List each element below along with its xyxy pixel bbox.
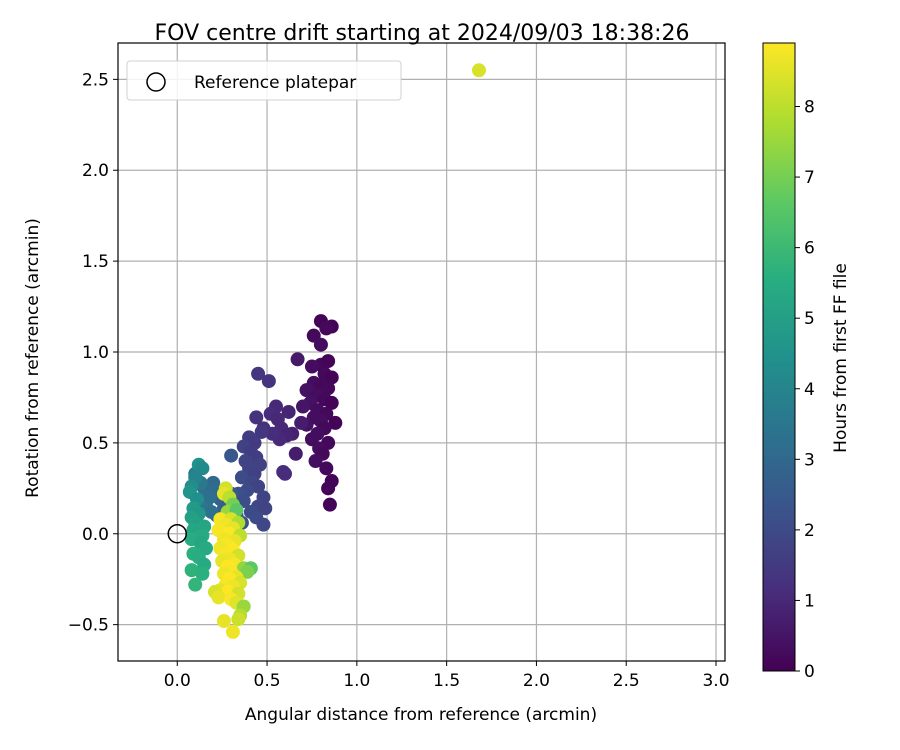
x-tick-label: 0.5 <box>254 671 281 691</box>
legend-reference-marker <box>146 72 166 92</box>
y-tick-label: 2.5 <box>82 70 109 90</box>
data-point <box>231 612 246 627</box>
x-tick-label: 0.0 <box>164 671 191 691</box>
colorbar-gradient <box>762 42 796 672</box>
colorbar-tick-label: 4 <box>804 380 815 400</box>
data-point <box>278 466 293 481</box>
colorbar: 0 1 2 3 4 5 6 7 8 Hours from first FF file <box>762 42 851 682</box>
data-point <box>224 448 239 463</box>
data-point <box>290 352 305 367</box>
legend: Reference platepar <box>126 60 402 101</box>
y-tick-label: 0.5 <box>82 434 109 454</box>
x-tick-label: 1.5 <box>433 671 460 691</box>
x-tick-label: 2.0 <box>523 671 550 691</box>
data-point <box>256 517 271 532</box>
x-tick-label: 3.0 <box>702 671 729 691</box>
data-point <box>313 337 328 352</box>
data-point <box>471 63 486 78</box>
colorbar-tick-label: 2 <box>804 521 815 541</box>
legend-label-reference-platepar: Reference platepar <box>194 73 356 93</box>
data-point <box>324 370 339 385</box>
colorbar-tick-label: 5 <box>804 309 815 329</box>
data-point <box>251 479 266 494</box>
y-axis-ticks: −0.5 0.0 0.5 1.0 1.5 2.0 2.5 <box>68 70 118 636</box>
y-tick-label: 1.0 <box>82 343 109 363</box>
data-point <box>251 366 266 381</box>
x-tick-label: 2.5 <box>613 671 640 691</box>
y-axis-label: Rotation from reference (arcmin) <box>23 218 43 498</box>
data-point <box>299 383 314 398</box>
data-point <box>225 624 240 639</box>
data-point <box>319 321 334 336</box>
data-point <box>304 359 319 374</box>
colorbar-tick-label: 6 <box>804 239 815 259</box>
data-point <box>328 415 343 430</box>
x-axis-ticks: 0.0 0.5 1.0 1.5 2.0 2.5 3.0 <box>164 661 730 691</box>
x-axis-label: Angular distance from reference (arcmin) <box>245 705 597 725</box>
data-point <box>288 446 303 461</box>
colorbar-tick-label: 1 <box>804 591 815 611</box>
y-tick-label: −0.5 <box>68 616 109 636</box>
colorbar-tick-label: 7 <box>804 168 815 188</box>
data-point <box>319 461 334 476</box>
colorbar-label: Hours from first FF file <box>831 263 851 453</box>
data-point <box>258 501 273 516</box>
colorbar-ticks: 0 1 2 3 4 5 6 7 8 <box>795 98 815 682</box>
data-point <box>216 614 231 629</box>
data-point <box>188 577 203 592</box>
data-point <box>294 415 309 430</box>
colorbar-tick-label: 8 <box>804 98 815 118</box>
reference-platepar-marker <box>167 524 188 544</box>
data-point <box>308 454 323 469</box>
data-point <box>322 497 337 512</box>
data-point <box>249 410 264 425</box>
data-point <box>211 590 226 605</box>
y-tick-label: 2.0 <box>82 161 109 181</box>
chart-title: FOV centre drift starting at 2024/09/03 … <box>155 21 690 46</box>
data-point <box>324 395 339 410</box>
y-tick-label: 0.0 <box>82 525 109 545</box>
data-point <box>281 404 296 419</box>
grid-lines <box>118 43 725 661</box>
data-point <box>234 470 249 485</box>
data-point <box>254 424 269 439</box>
data-points <box>182 63 486 639</box>
x-tick-label: 1.0 <box>343 671 370 691</box>
colorbar-tick-label: 3 <box>804 450 815 470</box>
data-point <box>321 381 336 396</box>
legend-box <box>126 60 402 101</box>
data-point <box>321 354 336 369</box>
data-point <box>240 564 255 579</box>
colorbar-tick-label: 0 <box>804 662 815 682</box>
data-point <box>295 399 310 414</box>
data-point <box>321 481 336 496</box>
data-point <box>261 374 276 389</box>
y-tick-label: 1.5 <box>82 252 109 272</box>
data-point <box>195 566 210 581</box>
data-point <box>184 563 199 578</box>
